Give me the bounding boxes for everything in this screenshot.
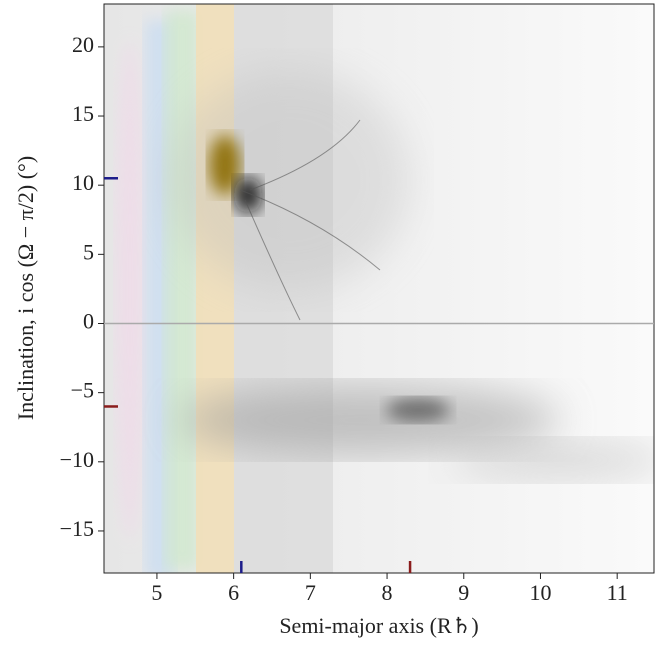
y-tick-label: 15	[72, 101, 94, 126]
y-tick-label: 20	[72, 32, 94, 57]
density-background	[104, 4, 654, 573]
x-tick-label: 6	[228, 580, 239, 605]
x-axis-label: Semi-major axis (R♄)	[279, 613, 478, 638]
y-tick-label: 0	[83, 309, 94, 334]
x-tick-label: 7	[305, 580, 316, 605]
y-tick-label: −5	[71, 378, 94, 403]
y-tick-label: 10	[72, 170, 94, 195]
x-tick-label: 8	[382, 580, 393, 605]
y-tick-label: 5	[83, 239, 94, 264]
x-tick-label: 5	[151, 580, 162, 605]
x-tick-label: 10	[529, 580, 551, 605]
x-tick-label: 9	[458, 580, 469, 605]
plot-frame	[103, 3, 655, 574]
y-tick-label: −15	[60, 516, 94, 541]
x-tick-label: 11	[607, 580, 628, 605]
y-tick-label: −10	[60, 447, 94, 472]
y-axis-label: Inclination, i cos (Ω − π/2) (°)	[13, 156, 38, 420]
